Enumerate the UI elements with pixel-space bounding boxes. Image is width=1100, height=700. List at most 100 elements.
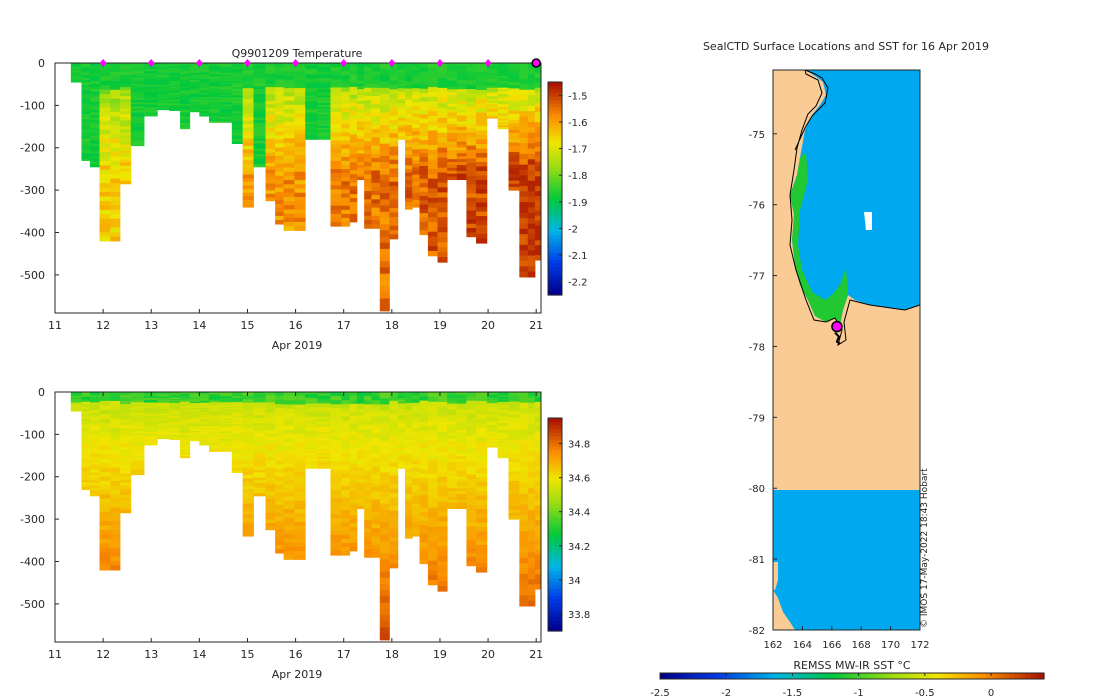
section-cell [242,153,254,158]
section-cell [294,484,306,489]
section-cell [144,414,158,417]
section-cell [486,80,499,83]
section-cell [527,63,536,69]
colorbar-segment [548,177,562,182]
section-cell [294,92,306,97]
section-cell [341,432,351,438]
sst-colorbar-segment [948,673,954,679]
section-cell [219,79,233,82]
section-cell [476,175,488,181]
section-cell [527,424,536,430]
section-cell [519,148,529,155]
section-cell [447,147,458,151]
colorbar-segment [548,545,562,550]
section-cell [497,115,509,118]
section-cell [99,116,111,122]
colorbar-segment [548,234,562,239]
section-cell [199,403,210,406]
colorbar-segment [548,255,562,261]
section-cell [242,160,254,165]
section-cell [294,392,306,397]
section-cell [189,418,200,421]
section-cell [283,184,295,190]
section-cell [476,549,488,555]
section-cell [119,494,132,499]
section-cell [110,125,121,131]
section-cell [419,63,429,68]
section-cell [99,561,111,567]
section-cell [419,114,429,120]
section-cell [508,398,520,403]
section-cell [389,409,399,415]
section-cell [412,73,420,78]
section-cell [81,401,91,405]
section-cell [519,568,529,575]
section-cell [341,140,351,146]
section-cell [305,428,318,431]
sst-colorbar-segment [1029,673,1035,679]
section-cell [253,148,266,152]
section-cell [497,392,509,395]
section-cell [208,114,221,117]
section-cell [242,84,254,89]
section-cell [527,218,536,224]
section-cell [466,535,477,541]
section-cell [466,409,477,415]
section-cell [242,113,254,118]
section-cell [497,76,509,79]
section-cell [99,214,111,220]
section-cell [405,70,413,75]
section-cell [99,218,111,224]
section-cell [265,145,276,150]
section-cell [144,85,158,88]
section-cell [119,434,132,438]
section-cell [356,397,365,402]
section-cell [89,404,100,409]
section-cell [231,111,244,114]
section-cell [534,480,541,487]
section-cell [144,104,158,106]
section-cell [427,507,438,513]
section-cell [379,472,390,480]
section-cell [219,114,233,117]
section-cell [330,152,342,158]
section-cell [89,488,100,492]
section-cell [189,64,200,66]
section-cell [341,481,351,487]
section-cell [294,83,306,89]
section-cell [330,400,342,405]
section-cell [456,491,467,495]
section-cell [364,495,372,500]
section-cell [349,146,358,151]
section-cell [427,478,438,485]
section-cell [389,89,399,95]
section-cell [519,271,529,278]
section-cell [466,478,477,484]
section-cell [89,107,100,111]
colorbar-segment [548,542,562,547]
section-cell [119,129,132,133]
section-cell [169,89,181,91]
section-cell [389,545,399,551]
section-cell [419,75,429,81]
section-cell [349,63,358,68]
section-cell [466,544,477,549]
section-cell [317,403,331,406]
section-cell [364,524,372,529]
section-cell [349,523,358,528]
section-cell [476,211,488,217]
section-cell [119,419,132,423]
section-cell [341,103,351,109]
section-cell [81,101,91,105]
section-cell [437,581,448,587]
section-cell [283,134,295,139]
section-cell [265,395,276,400]
section-cell [265,142,276,147]
section-cell [476,509,488,515]
section-cell [341,538,351,544]
section-cell [341,530,351,536]
section-cell [144,423,158,426]
section-cell [169,426,181,429]
section-cell [341,473,351,479]
section-cell [283,421,295,426]
